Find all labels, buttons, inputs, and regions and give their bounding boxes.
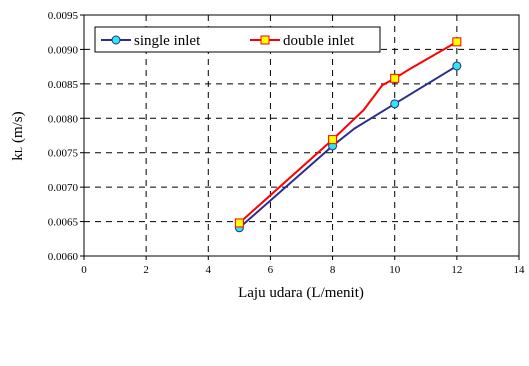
- series-line-single-inlet: [238, 65, 458, 229]
- legend-label-single: single inlet: [134, 33, 201, 49]
- y-tick-label: 0.0095: [48, 10, 79, 22]
- legend-label-double: double inlet: [283, 33, 355, 49]
- x-tick-label: 14: [514, 264, 526, 276]
- y-tick-label: 0.0070: [48, 182, 79, 194]
- x-tick-label: 0: [81, 264, 87, 276]
- y-tick-label: 0.0080: [48, 113, 79, 125]
- data-point-double-inlet: [452, 37, 462, 47]
- legend-box: [94, 26, 381, 53]
- data-point-double-inlet: [390, 73, 400, 83]
- x-tick-label: 6: [268, 264, 274, 276]
- legend-marker-double: [260, 35, 270, 45]
- x-axis-title: Laju udara (L/menit): [238, 285, 364, 301]
- plot-frame: [83, 14, 520, 257]
- x-tick-label: 2: [143, 264, 149, 276]
- y-axis-title: kL (m/s): [10, 111, 26, 160]
- x-tick-label: 10: [389, 264, 401, 276]
- legend: single inlet double inlet: [94, 26, 381, 53]
- y-tick-label: 0.0090: [48, 44, 79, 56]
- y-tick-label: 0.0065: [48, 217, 79, 229]
- data-point-single-inlet: [452, 61, 462, 71]
- data-point-double-inlet: [234, 218, 244, 228]
- legend-marker-single: [111, 35, 121, 45]
- x-tick-label: 8: [330, 264, 336, 276]
- series: [234, 37, 462, 233]
- y-tick-label: 0.0075: [48, 148, 79, 160]
- x-tick-label: 4: [206, 264, 212, 276]
- grid: [84, 15, 519, 256]
- y-tick-label: 0.0085: [48, 79, 79, 91]
- x-tick-label: 12: [451, 264, 462, 276]
- y-axis-title-main: k: [10, 153, 26, 161]
- data-point-double-inlet: [328, 135, 338, 145]
- ticks: 0 2 4 6 8 10 12 14 0.0060 0.0065 0.0070 0.0075 0.008…: [48, 10, 525, 276]
- plot-area: [84, 15, 519, 256]
- y-tick-label: 0.0060: [48, 251, 79, 263]
- data-point-single-inlet: [390, 99, 400, 109]
- y-axis-title-sub: L: [14, 147, 25, 153]
- y-axis-title-unit: (m/s): [10, 111, 26, 143]
